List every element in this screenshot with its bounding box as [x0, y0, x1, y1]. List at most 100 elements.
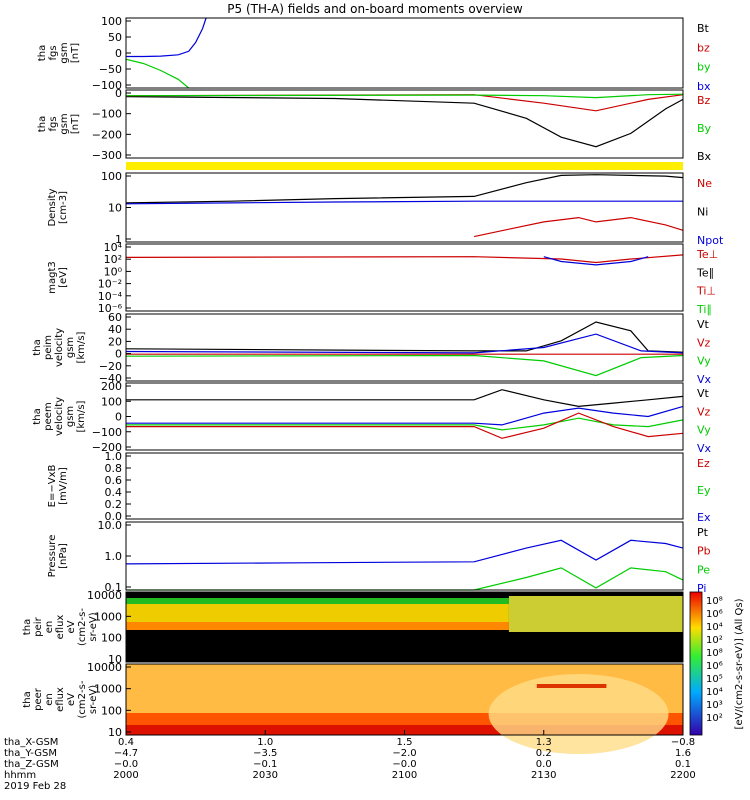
x-row-value: −4.7 [114, 748, 138, 759]
colorbar-tick-label: 10² [706, 713, 723, 724]
legend-entry-Vx: Vx [697, 442, 712, 455]
legend-entry-By: By [697, 122, 712, 135]
y-tick-label: 100 [101, 632, 122, 645]
legend-entry-Vt: Vt [697, 387, 710, 400]
x-row-label: tha_X-GSM [4, 737, 58, 748]
y-axis-label-line: tha [32, 408, 43, 424]
x-row-value: 1.6 [675, 748, 691, 759]
legend-entry-Bt: Bt [697, 22, 710, 35]
y-axis-label-line: [eV] [58, 267, 69, 288]
series-line-Ti⊥ [543, 256, 649, 266]
heatmap-band [488, 674, 669, 754]
legend-entry-Te⊥: Te⊥ [696, 248, 718, 261]
legend-entry-Npot: Npot [697, 234, 724, 247]
legend-entry-Vy: Vy [697, 424, 711, 437]
y-tick-label: 1.0 [105, 550, 123, 563]
x-row-value: 2130 [531, 770, 556, 781]
y-tick-label: 0 [115, 87, 122, 100]
legend-entry-Pe: Pe [697, 563, 710, 576]
colorbar-tick-label: 10⁴ [706, 622, 723, 633]
y-tick-label: 10⁻² [98, 278, 122, 291]
x-row-value: 2200 [670, 770, 695, 781]
y-tick-label: −50 [99, 63, 122, 76]
y-tick-label: 100 [101, 15, 122, 28]
x-row-value: 0.1 [675, 759, 691, 770]
legend-entry-Ey: Ey [697, 484, 711, 497]
legend-entry-Bx: Bx [697, 150, 712, 163]
y-axis-label-line: [cm-3] [58, 191, 69, 224]
series-line-Ne [473, 216, 684, 238]
colorbar-tick-label: 10⁸ [706, 596, 723, 607]
y-axis-label-line: gsm [65, 337, 76, 358]
series-line-Vt [126, 389, 684, 408]
y-axis-label-line: sr-eV) [88, 685, 99, 714]
y-tick-label: 0 [115, 411, 122, 424]
date-label: 2019 Feb 28 [4, 781, 66, 792]
legend-entry-Ne: Ne [697, 177, 712, 190]
y-tick-label: 1000 [94, 683, 122, 696]
series-line-Npot [125, 200, 683, 205]
y-tick-label: 100 [101, 395, 122, 408]
panel-frame [125, 452, 684, 520]
y-axis-label: Density[cm-3] [47, 188, 69, 226]
y-tick-label: 10⁰ [104, 265, 123, 278]
legend-entry-Pi: Pi [697, 582, 706, 595]
x-row-label: tha_Z-GSM [4, 759, 59, 770]
legend-entry-Ez: Ez [697, 457, 710, 470]
colorbar-tick-label: 10² [706, 635, 723, 646]
series-line-Vy [125, 354, 684, 377]
series-line-Vx [125, 333, 684, 354]
panel-frame [125, 382, 684, 451]
y-axis-label-line: sr-eV) [88, 612, 99, 641]
y-axis-label: thapeerenefluxeV(cm2-s-sr-eV) [22, 680, 99, 718]
y-tick-label: 10 [108, 202, 122, 215]
heatmap-band [126, 604, 509, 622]
y-axis-label-line: tha [37, 45, 48, 61]
y-tick-label: 10⁴ [104, 241, 123, 254]
colorbar-label: [eV/(cm2-s-sr-eV)] (All Qs) [734, 598, 745, 729]
y-axis-label: thapeirenefluxeV(cm2-s-sr-eV) [22, 608, 99, 646]
y-axis-label-line: Pressure [47, 535, 58, 578]
y-axis-label-line: fgs [48, 116, 59, 131]
panel-frame [125, 243, 684, 312]
heatmap-band [536, 684, 607, 688]
y-axis-label-line: peim [43, 335, 54, 360]
y-axis-label: Pressure[nPa] [47, 535, 69, 578]
y-tick-label: 0 [115, 348, 122, 361]
y-axis-label-line: [nPa] [58, 543, 69, 569]
y-axis-label-line: tha [22, 691, 33, 707]
colorbar-tick-label: 10⁵ [706, 674, 723, 685]
series-line-Vx [126, 405, 684, 426]
heatmap-band [508, 596, 683, 632]
x-row-value: 1.5 [397, 737, 413, 748]
y-axis-label-line: (cm2-s- [77, 608, 88, 646]
series-line-Pi [125, 539, 684, 565]
y-tick-label: 1 [115, 233, 122, 246]
colorbar-tick-label: 10⁶ [706, 661, 723, 672]
y-tick-label: 0.6 [105, 474, 123, 487]
y-tick-label: −100 [92, 108, 122, 121]
series-line-Te⊥ [125, 254, 684, 264]
x-row-value: 2030 [253, 770, 278, 781]
y-tick-label: 10 [108, 653, 122, 666]
y-tick-label: 0.8 [105, 462, 123, 475]
y-axis-label-line: magt3 [47, 261, 58, 294]
x-row-value: 2100 [392, 770, 417, 781]
series-line-Vy [126, 417, 684, 431]
y-tick-label: 40 [108, 323, 122, 336]
legend-entry-Vx: Vx [697, 373, 712, 386]
y-tick-label: −200 [92, 128, 122, 141]
y-tick-label: 60 [108, 311, 122, 324]
y-tick-label: 0.4 [105, 486, 123, 499]
y-axis-label-line: peem [43, 402, 54, 430]
y-tick-label: −100 [92, 426, 122, 439]
y-tick-label: 10⁻⁴ [98, 290, 123, 303]
y-tick-label: 20 [108, 335, 122, 348]
legend-entry-Pt: Pt [697, 526, 709, 539]
y-tick-label: −200 [92, 441, 122, 454]
x-row-value: −0.0 [114, 759, 138, 770]
y-axis-label-line: velocity [54, 328, 65, 367]
y-tick-label: 10000 [87, 589, 122, 602]
colorbar-tick-label: 10⁶ [706, 609, 723, 620]
